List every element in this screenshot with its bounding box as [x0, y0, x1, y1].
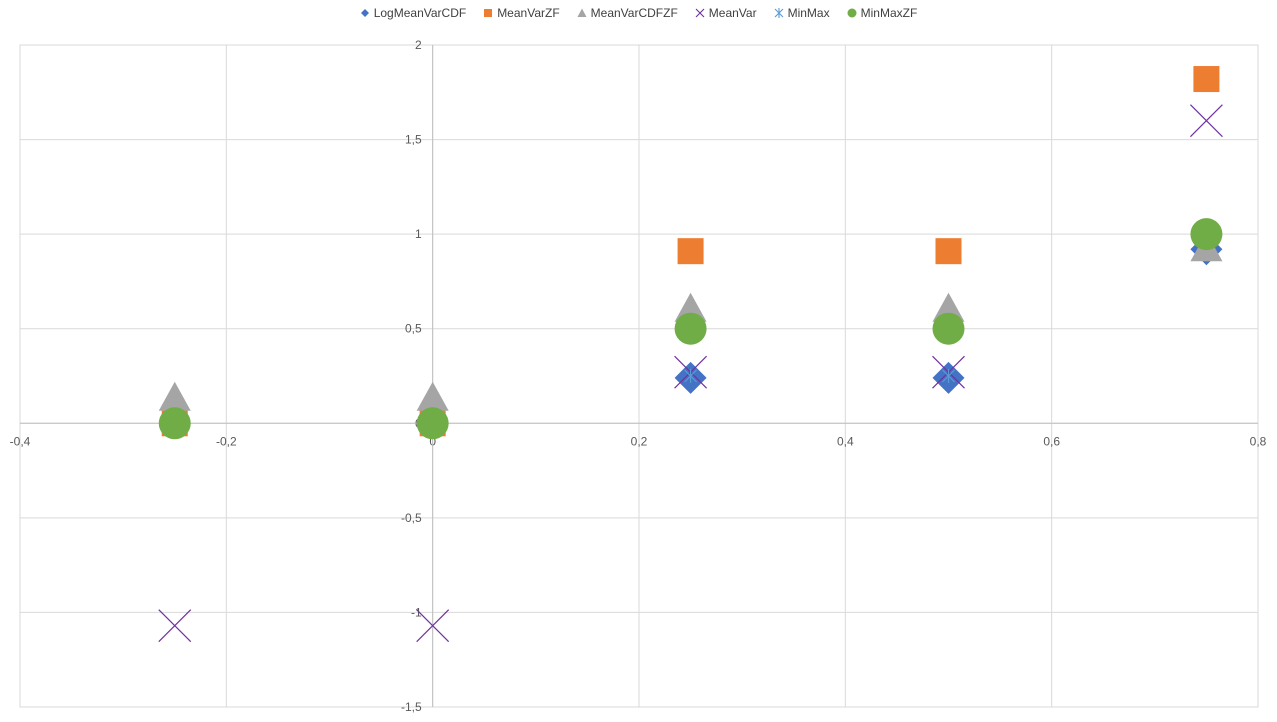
legend-item-meanvarzf[interactable]: MeanVarZF: [483, 6, 560, 20]
legend-label: LogMeanVarCDF: [373, 6, 467, 20]
legend-label: MeanVarZF: [497, 6, 560, 20]
point-meanvarcdfzf: [674, 292, 707, 322]
y-tick-label: -1: [411, 605, 422, 619]
x-tick-label: 0,2: [631, 434, 648, 448]
point-minmaxzf: [674, 312, 707, 345]
legend-marker-x: [695, 8, 705, 18]
legend-label: MinMaxZF: [860, 6, 918, 20]
y-tick-label: 1: [415, 227, 422, 241]
x-tick-label: 0,6: [1043, 434, 1060, 448]
point-minmax: [942, 369, 955, 383]
legend-marker-diamond: [360, 9, 369, 17]
legend: LogMeanVarCDF MeanVarZF MeanVarCDFZF MeanVa…: [0, 6, 1277, 20]
point-meanvarcdfzf: [932, 292, 965, 322]
legend-marker-triangle: [577, 8, 587, 17]
point-meanvarcdfzf: [416, 381, 449, 411]
legend-marker-star: [774, 8, 783, 18]
y-tick-label: 0,5: [405, 322, 422, 336]
point-meanvar: [158, 609, 192, 643]
x-tick-label: -0,2: [216, 434, 237, 448]
legend-item-minmaxzf[interactable]: MinMaxZF: [847, 6, 918, 20]
point-minmax: [684, 369, 698, 383]
legend-item-meanvar[interactable]: MeanVar: [695, 6, 757, 20]
point-minmaxzf: [932, 312, 965, 345]
point-minmaxzf: [1190, 218, 1223, 251]
point-meanvar: [1189, 104, 1223, 138]
point-meanvarzf: [935, 238, 962, 265]
legend-item-logmeanvarcdf[interactable]: LogMeanVarCDF: [360, 6, 466, 20]
legend-marker-circle: [847, 8, 857, 18]
x-tick-label: 0,8: [1250, 434, 1267, 448]
point-minmaxzf: [158, 407, 191, 440]
y-tick-label: -0,5: [401, 511, 422, 525]
y-tick-label: 1,5: [405, 133, 422, 147]
x-tick-label: 0,4: [837, 434, 854, 448]
point-meanvarzf: [677, 238, 704, 265]
legend-item-minmax[interactable]: MinMax: [774, 6, 830, 20]
legend-item-meanvarcdfzf[interactable]: MeanVarCDFZF: [577, 6, 678, 20]
point-meanvarcdfzf: [158, 381, 191, 411]
point-meanvar: [416, 609, 450, 643]
legend-label: MeanVar: [708, 6, 757, 20]
point-meanvarzf: [1193, 66, 1220, 93]
y-tick-label: 2: [415, 38, 422, 52]
x-tick-label: -0,4: [10, 434, 31, 448]
legend-label: MeanVarCDFZF: [590, 6, 678, 20]
legend-label: MinMax: [787, 6, 830, 20]
y-tick-label: -1,5: [401, 700, 422, 714]
legend-marker-square: [484, 9, 493, 17]
point-minmaxzf: [416, 407, 449, 440]
